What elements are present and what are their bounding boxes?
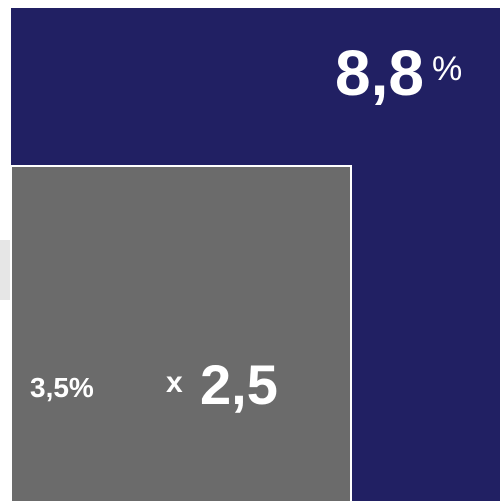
big-value: 8,8 [335,37,424,109]
small-square [10,165,352,501]
big-unit: % [432,50,462,88]
small-value: 3,5% [30,372,94,403]
ratio-value: 2,5 [200,353,278,416]
side-tab [0,240,12,300]
ratio-prefix: x [166,366,183,399]
